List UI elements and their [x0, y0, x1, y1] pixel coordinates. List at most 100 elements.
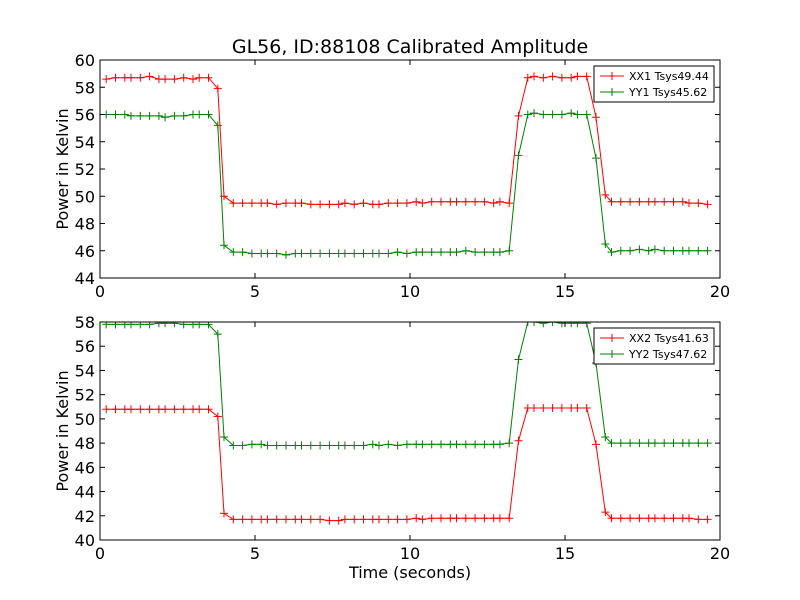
data-point — [626, 439, 635, 448]
data-point — [678, 197, 687, 206]
data-point — [480, 440, 489, 449]
data-point — [272, 441, 281, 450]
data-point — [145, 322, 154, 329]
data-point — [238, 248, 247, 257]
data-point — [471, 248, 480, 257]
data-point — [471, 197, 480, 206]
data-point — [669, 246, 678, 255]
tick-layer: 0 5 10 15 20 40 42 44 46 48 50 52 54 56 58 — [75, 313, 731, 563]
data-point — [368, 440, 377, 449]
data-point — [213, 412, 222, 421]
series-2 — [102, 109, 712, 259]
data-point — [412, 197, 421, 206]
plot-frame — [99, 321, 721, 541]
data-point — [461, 440, 470, 449]
data-point — [412, 514, 421, 523]
data-point — [514, 151, 523, 160]
data-point — [229, 515, 238, 524]
y-tick-label: 40 — [75, 531, 95, 550]
y-tick-label: 58 — [75, 78, 95, 97]
data-point — [297, 515, 306, 524]
data-point — [418, 199, 427, 208]
data-point — [437, 514, 445, 523]
top-chart-panel: GL56, ID:88108 Calibrated Amplitude 0 5 10… — [53, 36, 730, 301]
data-point — [282, 515, 290, 524]
legend-label: YY2 Tsys47.62 — [628, 348, 707, 361]
data-point — [616, 514, 625, 523]
bottom-chart-panel: 0 5 10 15 20 40 42 44 46 48 50 52 54 56 58 Power in Ke… — [53, 313, 730, 582]
data-point — [272, 200, 281, 209]
data-point — [582, 322, 591, 328]
data-point — [480, 514, 489, 523]
data-point — [505, 514, 514, 523]
data-point — [340, 199, 349, 208]
x-tick-label: 15 — [555, 282, 575, 301]
data-point — [325, 516, 334, 525]
legend-item: YY2 Tsys47.62 — [600, 348, 707, 361]
data-point — [669, 439, 678, 448]
data-point — [384, 440, 393, 449]
data-point — [195, 322, 204, 329]
data-point — [247, 249, 256, 258]
data-point — [539, 73, 548, 82]
x-tick-label: 0 — [95, 544, 105, 563]
data-point — [505, 199, 514, 208]
data-point — [660, 439, 669, 448]
data-point — [471, 440, 480, 449]
data-point — [272, 515, 281, 524]
data-point — [539, 403, 548, 412]
data-point — [607, 514, 616, 523]
data-point — [548, 403, 557, 412]
data-point — [669, 197, 678, 206]
data-point — [170, 322, 179, 328]
y-tick-label: 44 — [75, 483, 95, 502]
data-point — [557, 403, 566, 412]
data-point — [514, 436, 523, 445]
data-point — [402, 440, 411, 449]
data-point — [145, 72, 154, 81]
data-point — [505, 439, 514, 448]
legend-label: XX2 Tsys41.63 — [629, 332, 709, 345]
data-point — [402, 199, 411, 208]
y-tick-label: 54 — [75, 361, 95, 380]
data-point — [523, 322, 532, 326]
data-point — [514, 111, 523, 120]
data-point — [282, 250, 290, 259]
data-point — [350, 200, 359, 209]
data-point — [489, 199, 498, 208]
data-point — [660, 514, 669, 523]
data-point — [616, 246, 625, 255]
data-point — [573, 322, 582, 328]
x-tick-label: 10 — [400, 544, 420, 563]
data-point — [626, 514, 635, 523]
data-point — [548, 110, 557, 119]
data-point — [247, 440, 256, 449]
data-point — [452, 197, 461, 206]
data-point — [359, 441, 368, 450]
data-point — [306, 441, 315, 450]
data-point — [539, 110, 548, 119]
data-point — [179, 111, 188, 120]
x-tick-label: 5 — [250, 544, 260, 563]
data-point — [297, 249, 306, 258]
legend-marker — [608, 72, 616, 80]
data-point — [340, 515, 349, 524]
data-point — [635, 514, 644, 523]
data-point — [325, 200, 334, 209]
plot-frame — [99, 59, 721, 279]
y-tick-label: 60 — [75, 51, 95, 70]
data-point — [495, 248, 504, 257]
data-point — [650, 514, 659, 523]
data-point — [306, 515, 315, 524]
series-2 — [102, 322, 712, 450]
series-layer — [102, 72, 712, 259]
data-point — [161, 113, 170, 122]
data-point — [573, 110, 582, 119]
data-point — [334, 516, 343, 525]
data-point — [427, 197, 436, 206]
legend-marker — [608, 88, 616, 96]
data-point — [703, 439, 712, 448]
y-axis-label: Power in Kelvin — [53, 370, 72, 491]
legend-label: YY1 Tsys45.62 — [628, 86, 707, 99]
data-point — [505, 246, 514, 255]
